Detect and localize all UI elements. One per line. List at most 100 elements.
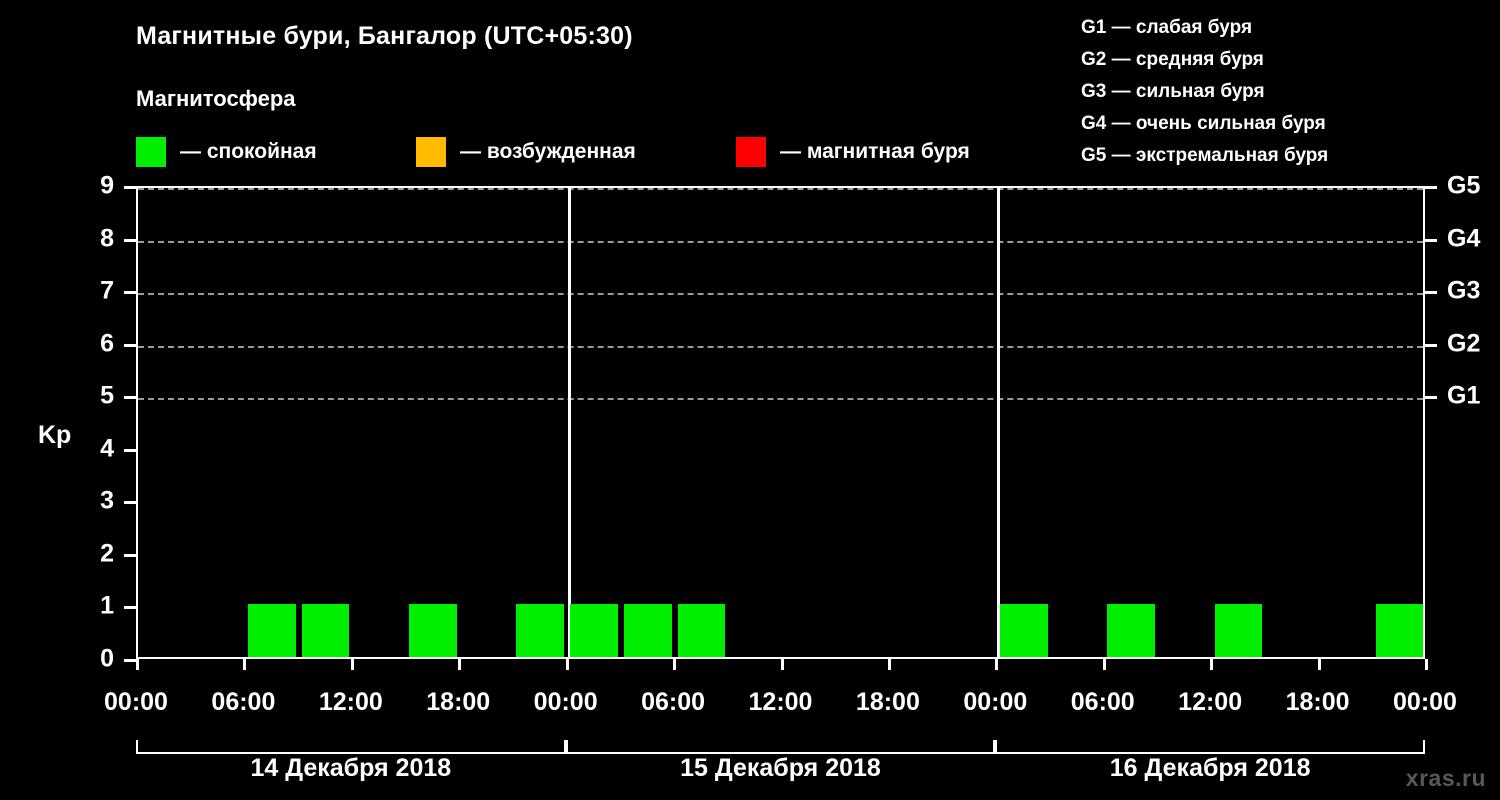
- x-tick-4: [565, 659, 569, 670]
- gscale-text-g5: — экстремальная буря: [1106, 145, 1329, 166]
- x-tick-2: [350, 659, 354, 670]
- watermark: xras.ru: [1405, 765, 1486, 791]
- x-tick-3: [458, 659, 462, 670]
- bar: [247, 604, 296, 657]
- y-tick-label-2: 2: [100, 539, 114, 568]
- g-axis-label-g5: G5: [1447, 171, 1481, 200]
- bar: [301, 604, 350, 657]
- g-tick-g5: [1425, 186, 1437, 189]
- gridline-kp-7: [138, 293, 1423, 296]
- y-tick-label-4: 4: [100, 434, 114, 463]
- day-label-1: 14 Декабря 2018: [250, 754, 452, 782]
- legend-swatch-storm: [736, 137, 766, 167]
- x-tick-label-12: 00:00: [1393, 688, 1457, 716]
- y-tick-6: [124, 343, 136, 347]
- x-tick-0: [136, 659, 139, 670]
- gscale-text-g4: — очень сильная буря: [1106, 113, 1326, 134]
- g-tick-g1: [1425, 396, 1437, 400]
- plot-area: [136, 186, 1425, 659]
- gridline-kp-9: [138, 188, 1423, 190]
- gscale-code-g3: G3: [1081, 81, 1107, 102]
- bar: [1214, 604, 1263, 657]
- legend-swatch-unsettled: [416, 137, 446, 167]
- legend-label-storm: — магнитная буря: [780, 140, 970, 163]
- x-tick-5: [673, 659, 677, 670]
- g-axis-label-g2: G2: [1447, 329, 1481, 358]
- y-tick-4: [124, 448, 136, 452]
- y-tick-label-3: 3: [100, 486, 114, 515]
- x-tick-label-9: 06:00: [1070, 688, 1135, 716]
- gridline-kp-5: [138, 398, 1423, 401]
- legend-item-storm: — магнитная буря: [736, 135, 970, 169]
- bar: [409, 604, 457, 657]
- gscale-row-g4: G4 — очень сильная буря: [1081, 108, 1491, 140]
- page-title: Магнитные бури, Бангалор (UTC+05:30): [136, 22, 633, 50]
- day-bracket-3: [995, 740, 1425, 754]
- x-tick-label-6: 12:00: [748, 688, 813, 716]
- bar: [516, 604, 565, 657]
- bar: [999, 604, 1048, 657]
- legend: — спокойная — возбужденная — магнитная бур…: [136, 135, 1056, 169]
- y-tick-2: [124, 553, 136, 557]
- gscale-row-g1: G1 — слабая буря: [1081, 12, 1491, 44]
- x-tick-10: [1210, 659, 1214, 670]
- y-tick-5: [124, 396, 136, 400]
- x-tick-label-4: 00:00: [533, 688, 598, 716]
- x-tick-8: [995, 659, 999, 670]
- y-tick-label-7: 7: [100, 276, 114, 305]
- gscale-text-g1: — слабая буря: [1106, 17, 1253, 38]
- y-tick-label-9: 9: [100, 171, 114, 200]
- day-label-3: 16 Декабря 2018: [1109, 754, 1311, 782]
- gscale-row-g3: G3 — сильная буря: [1081, 76, 1491, 108]
- gscale-code-g1: G1: [1081, 17, 1107, 38]
- bar: [623, 604, 672, 657]
- x-tick-label-1: 06:00: [211, 688, 276, 716]
- y-tick-label-8: 8: [100, 224, 114, 253]
- legend-swatch-calm: [136, 137, 166, 167]
- legend-label-unsettled: — возбужденная: [460, 140, 636, 163]
- y-tick-label-0: 0: [100, 644, 114, 673]
- y-tick-0: [124, 659, 136, 662]
- y-tick-label-5: 5: [100, 381, 114, 410]
- x-tick-label-11: 18:00: [1285, 688, 1350, 716]
- x-tick-12: [1425, 659, 1428, 670]
- gscale-code-g5: G5: [1081, 145, 1107, 166]
- gscale-row-g5: G5 — экстремальная буря: [1081, 140, 1491, 172]
- x-tick-6: [780, 659, 784, 670]
- legend-label-calm: — спокойная: [180, 140, 317, 163]
- bar: [1107, 604, 1155, 657]
- day-label-2: 15 Декабря 2018: [680, 754, 881, 782]
- gscale-text-g2: — средняя буря: [1106, 49, 1264, 70]
- y-axis-title: Kp: [38, 421, 72, 449]
- x-tick-label-2: 12:00: [318, 688, 383, 716]
- bar: [570, 604, 618, 657]
- x-tick-label-10: 12:00: [1178, 688, 1243, 716]
- y-tick-1: [124, 606, 136, 610]
- day-bracket-2: [565, 740, 996, 754]
- g-axis-label-g4: G4: [1447, 224, 1481, 253]
- x-tick-label-0: 00:00: [104, 688, 168, 716]
- bar: [1375, 604, 1424, 657]
- gscale-code-g2: G2: [1081, 49, 1107, 70]
- g-tick-g3: [1425, 291, 1437, 295]
- y-tick-9: [124, 186, 136, 189]
- day-bracket-1: [136, 740, 566, 754]
- y-tick-label-6: 6: [100, 329, 114, 358]
- bar: [677, 604, 726, 657]
- y-tick-3: [124, 501, 136, 505]
- g-tick-g2: [1425, 343, 1437, 347]
- day-divider-1: [567, 188, 571, 657]
- gscale-legend: G1 — слабая буря G2 — средняя буря G3 — си…: [1081, 12, 1491, 172]
- x-tick-9: [1102, 659, 1106, 670]
- g-tick-g4: [1425, 238, 1437, 242]
- x-tick-label-8: 00:00: [963, 688, 1028, 716]
- x-tick-label-5: 06:00: [641, 688, 706, 716]
- legend-item-calm: — спокойная: [136, 135, 317, 169]
- g-axis-label-g3: G3: [1447, 276, 1481, 305]
- magnetosphere-label: Магнитосфера: [136, 86, 296, 111]
- gridline-kp-6: [138, 345, 1423, 348]
- gscale-text-g3: — сильная буря: [1106, 81, 1265, 102]
- x-tick-label-7: 18:00: [855, 688, 920, 716]
- x-tick-7: [887, 659, 891, 670]
